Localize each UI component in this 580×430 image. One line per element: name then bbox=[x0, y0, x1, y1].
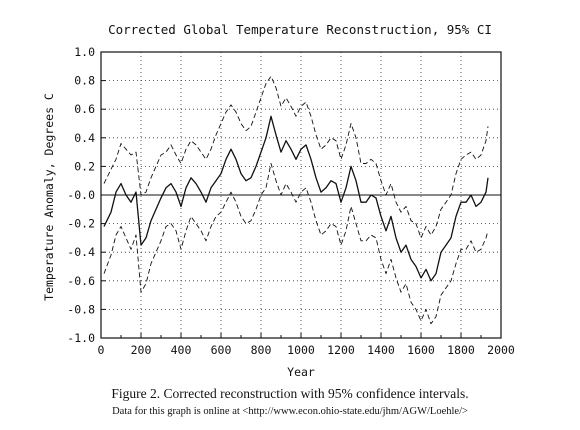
plot-frame bbox=[100, 51, 502, 339]
series-line-reconstruction bbox=[103, 115, 489, 282]
y-tick-label: -1.0 bbox=[67, 331, 95, 345]
chart-title: Corrected Global Temperature Reconstruct… bbox=[108, 22, 492, 37]
y-tick-label: 0.6 bbox=[74, 102, 95, 116]
y-tick-label: 1.0 bbox=[74, 45, 95, 59]
data-source-note: Data for this graph is online at <http:/… bbox=[112, 406, 468, 417]
series-line-upper-ci bbox=[103, 75, 489, 239]
y-tick-label: 0.2 bbox=[74, 159, 95, 173]
y-tick-label: -0.0 bbox=[67, 188, 95, 202]
x-tick-label: 1400 bbox=[367, 343, 395, 357]
y-tick-label: -0.6 bbox=[67, 274, 95, 288]
x-tick-label: 1000 bbox=[287, 343, 315, 357]
x-tick-label: 600 bbox=[211, 343, 232, 357]
chart: Corrected Global Temperature Reconstruct… bbox=[42, 22, 515, 379]
x-tick-label: 1800 bbox=[447, 343, 475, 357]
y-tick-label: 0.4 bbox=[74, 131, 95, 145]
x-tick-label: 400 bbox=[171, 343, 192, 357]
series-group bbox=[103, 75, 489, 325]
x-axis-label: Year bbox=[287, 365, 315, 379]
x-tick-label: 1600 bbox=[407, 343, 435, 357]
x-tick-label: 200 bbox=[131, 343, 152, 357]
x-tick-label: 1200 bbox=[327, 343, 355, 357]
grid bbox=[101, 52, 501, 338]
y-axis-label: Temperature Anomaly, Degrees C bbox=[42, 93, 56, 301]
x-tick-label: 0 bbox=[98, 343, 105, 357]
figure-caption: Figure 2. Corrected reconstruction with … bbox=[111, 386, 469, 401]
y-tick-label: -0.8 bbox=[67, 302, 95, 316]
x-tick-label: 2000 bbox=[487, 343, 515, 357]
y-tick-label: 0.8 bbox=[74, 74, 95, 88]
x-tick-label: 800 bbox=[251, 343, 272, 357]
series-line-lower-ci bbox=[103, 163, 489, 325]
tick-labels: 0 200 400 600 800 1000 1200 1400 1600 1800 2000 1.0… bbox=[67, 45, 515, 357]
y-tick-label: -0.4 bbox=[67, 245, 95, 259]
y-tick-label: -0.2 bbox=[67, 217, 95, 231]
